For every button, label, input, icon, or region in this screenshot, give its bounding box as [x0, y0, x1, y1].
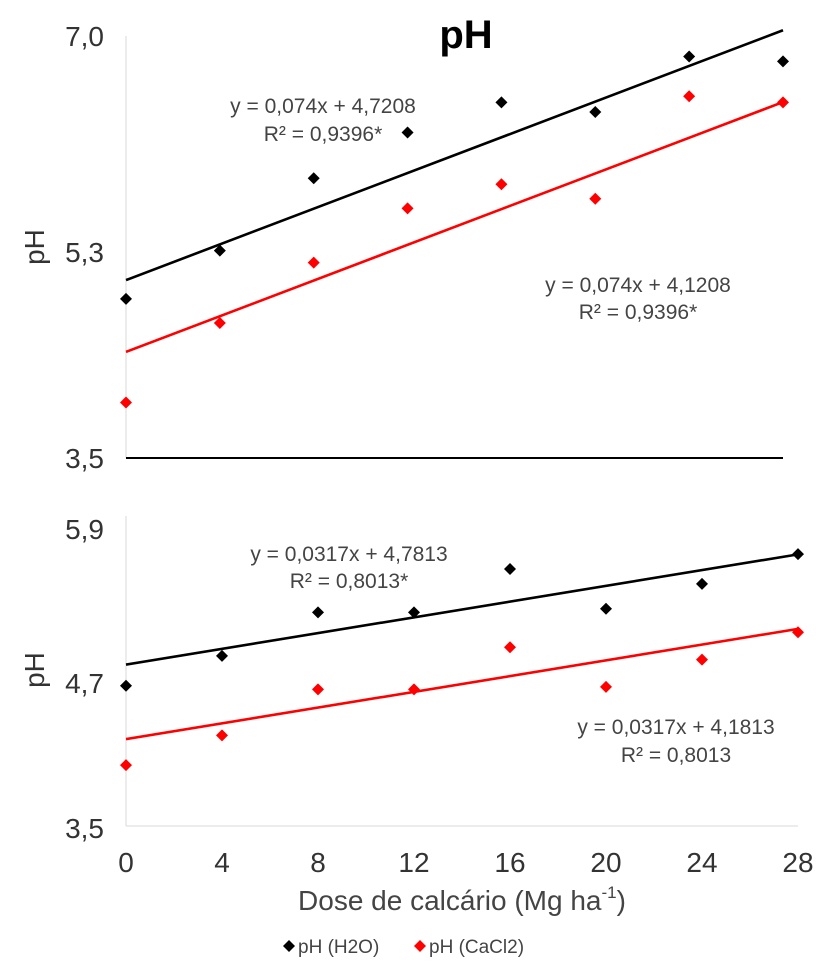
- top-point-cacl2-24: [683, 90, 696, 103]
- bottom-point-cacl2-0: [120, 759, 132, 772]
- bottom-ytick-min: 3,5: [65, 813, 104, 844]
- top-data-points: [120, 50, 789, 409]
- bottom-trendline-cacl2: [125, 627, 799, 741]
- bottom-ytick-mid: 4,7: [65, 668, 104, 699]
- bottom-point-h2o-24: [696, 577, 708, 590]
- top-trendline-h2o: [125, 29, 784, 282]
- bottom-ytick-max: 5,9: [65, 514, 104, 545]
- top-point-cacl2-28: [777, 96, 789, 109]
- bottom-point-cacl2-4: [216, 729, 228, 742]
- top-h2o-equation: y = 0,074x + 4,7208: [230, 95, 416, 118]
- bottom-cacl2-equation: y = 0,0317x + 4,1813: [577, 716, 774, 739]
- bottom-data-points: [120, 548, 804, 772]
- legend: pH (H2O) pH (CaCl2): [283, 937, 524, 958]
- bottom-point-h2o-12: [408, 606, 420, 619]
- bottom-cacl2-r2: R² = 0,8013: [621, 744, 731, 767]
- bottom-point-h2o-0: [120, 679, 132, 692]
- bottom-point-cacl2-28: [792, 626, 804, 639]
- top-cacl2-equation: y = 0,074x + 4,1208: [545, 274, 731, 297]
- top-h2o-r2: R² = 0,9396*: [264, 123, 383, 146]
- x-tick-label-28: 28: [782, 847, 813, 878]
- top-point-h2o-24: [683, 50, 696, 63]
- top-panel: pH 7,0 5,3 3,5 pH y = 0,074x + 4,7208 R²…: [19, 13, 789, 474]
- bottom-h2o-r2: R² = 0,8013*: [290, 570, 409, 593]
- bottom-point-cacl2-8: [312, 683, 324, 696]
- top-point-h2o-8: [307, 172, 320, 185]
- bottom-point-h2o-8: [312, 606, 324, 619]
- top-point-cacl2-0: [120, 396, 132, 409]
- bottom-trendline-h2o: [125, 553, 799, 666]
- top-cacl2-r2: R² = 0,9396*: [579, 301, 698, 324]
- top-point-h2o-12: [401, 126, 414, 139]
- top-ytick-min: 3,5: [65, 443, 104, 474]
- top-ytick-max: 7,0: [65, 21, 104, 52]
- bottom-point-h2o-20: [600, 602, 612, 615]
- x-tick-label-12: 12: [398, 847, 429, 878]
- top-point-cacl2-12: [401, 202, 414, 215]
- x-tick-label-8: 8: [310, 847, 326, 878]
- legend-marker-h2o: [283, 940, 295, 952]
- top-point-cacl2-8: [307, 256, 320, 269]
- x-tick-label-24: 24: [686, 847, 717, 878]
- top-y-axis-label: pH: [19, 229, 50, 265]
- chart-title: pH: [439, 13, 492, 57]
- top-trendline-cacl2: [125, 100, 784, 354]
- top-point-h2o-4: [213, 244, 226, 257]
- x-axis-label: Dose de calcário (Mg ha-1): [298, 883, 626, 916]
- legend-label-h2o: pH (H2O): [298, 937, 379, 958]
- x-tick-labels: 0 4 8 12 16 20 24 28: [118, 847, 813, 878]
- bottom-point-h2o-28: [792, 548, 804, 561]
- top-point-h2o-20: [589, 105, 602, 118]
- bottom-y-axis-label: pH: [19, 652, 50, 688]
- top-point-cacl2-20: [589, 192, 602, 205]
- bottom-point-cacl2-24: [696, 653, 708, 666]
- top-ytick-mid: 5,3: [65, 237, 104, 268]
- x-tick-label-0: 0: [118, 847, 134, 878]
- x-tick-label-16: 16: [494, 847, 525, 878]
- bottom-h2o-equation: y = 0,0317x + 4,7813: [250, 543, 447, 566]
- top-point-cacl2-16: [495, 178, 508, 191]
- x-tick-label-20: 20: [590, 847, 621, 878]
- x-tick-label-4: 4: [214, 847, 230, 878]
- top-trendlines: [125, 29, 784, 354]
- top-point-cacl2-4: [213, 316, 226, 329]
- bottom-point-cacl2-12: [408, 683, 420, 696]
- legend-label-cacl2: pH (CaCl2): [429, 937, 524, 958]
- top-point-h2o-0: [120, 292, 132, 305]
- top-point-h2o-28: [777, 55, 789, 68]
- bottom-panel: 5,9 4,7 3,5 pH 0 4 8 12 16 20 24 28 y = 0,0317x…: [19, 514, 814, 916]
- bottom-point-h2o-4: [216, 649, 228, 662]
- top-point-h2o-16: [495, 96, 508, 109]
- legend-marker-cacl2: [414, 940, 426, 952]
- bottom-point-h2o-16: [504, 562, 516, 575]
- bottom-point-cacl2-16: [504, 641, 516, 654]
- bottom-point-cacl2-20: [600, 680, 612, 693]
- bottom-trendlines: [125, 553, 799, 741]
